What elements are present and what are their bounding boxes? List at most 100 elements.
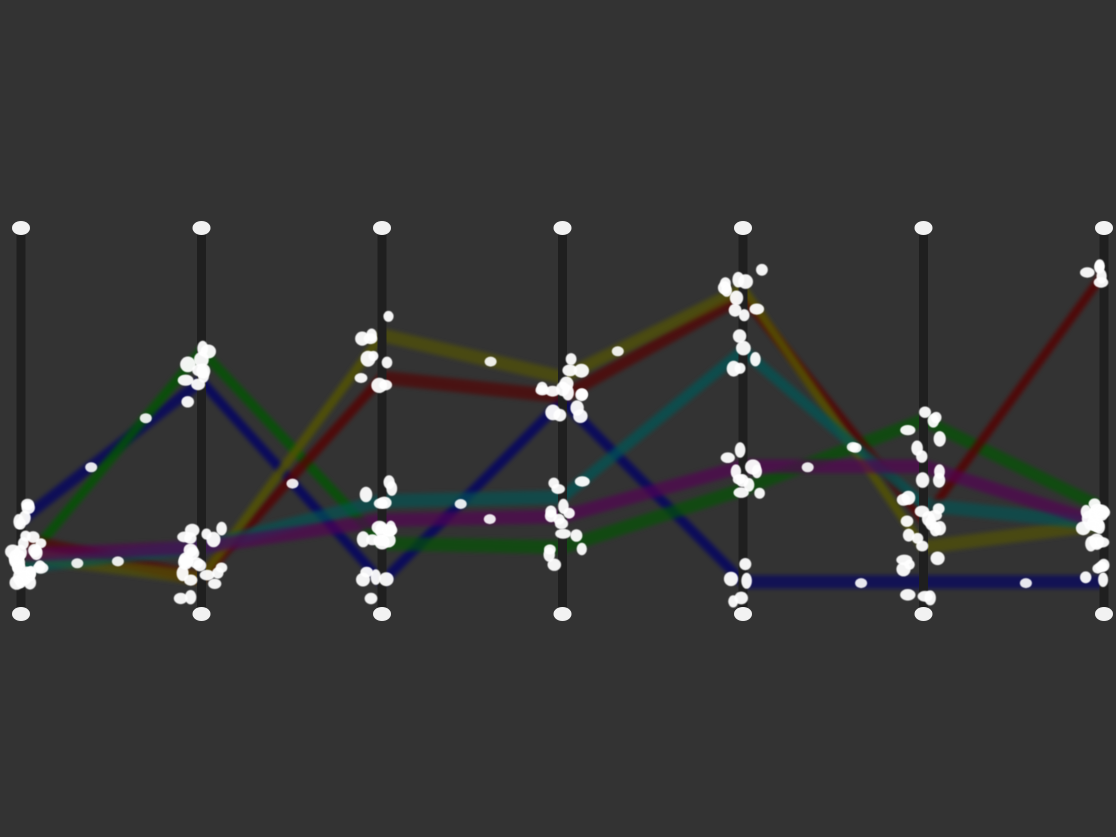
data-point xyxy=(743,478,755,492)
data-point xyxy=(756,263,768,276)
data-point xyxy=(356,572,370,587)
data-point xyxy=(373,535,389,546)
data-point xyxy=(356,531,370,548)
data-point xyxy=(927,510,943,521)
data-point xyxy=(547,558,562,571)
data-point xyxy=(201,528,212,540)
data-point xyxy=(1095,537,1110,548)
data-point xyxy=(184,590,197,605)
data-point xyxy=(900,515,914,527)
data-point xyxy=(738,274,753,289)
data-point xyxy=(900,425,916,436)
data-point xyxy=(565,353,577,366)
data-point xyxy=(732,329,747,343)
data-point xyxy=(611,346,624,357)
data-point xyxy=(911,440,923,456)
data-point xyxy=(917,590,933,602)
data-point xyxy=(85,462,98,473)
data-point xyxy=(741,572,752,589)
data-point xyxy=(915,472,930,488)
data-point xyxy=(1080,571,1092,584)
data-point xyxy=(381,524,398,537)
data-point xyxy=(576,542,587,556)
data-point xyxy=(111,556,124,567)
axis-3-top-handle[interactable] xyxy=(373,221,391,235)
data-point xyxy=(738,309,750,322)
data-point xyxy=(750,352,761,367)
data-point xyxy=(379,572,394,587)
data-point xyxy=(383,475,395,490)
data-point xyxy=(14,544,27,561)
data-point xyxy=(729,290,744,306)
data-point xyxy=(536,381,548,394)
data-point xyxy=(1098,572,1109,587)
data-point xyxy=(728,303,742,317)
data-point xyxy=(736,340,751,356)
data-point xyxy=(723,571,739,587)
data-point xyxy=(934,464,945,479)
data-point xyxy=(9,575,24,590)
data-point xyxy=(184,574,198,586)
data-point xyxy=(377,496,392,509)
data-point xyxy=(801,462,814,473)
axis-2-top-handle[interactable] xyxy=(192,221,211,235)
data-point xyxy=(734,591,748,605)
data-point xyxy=(754,487,765,499)
data-point xyxy=(554,518,569,530)
data-point xyxy=(177,374,194,386)
data-point xyxy=(573,363,590,378)
axis-1-bottom-handle[interactable] xyxy=(12,607,30,621)
axis-2-bottom-handle[interactable] xyxy=(192,607,211,621)
axis-7-top-handle[interactable] xyxy=(1095,221,1113,235)
data-point xyxy=(368,350,379,362)
data-point xyxy=(30,545,43,561)
data-point xyxy=(849,442,862,453)
data-point xyxy=(180,356,196,373)
data-point xyxy=(555,528,571,539)
data-point xyxy=(919,406,931,418)
data-point xyxy=(1080,267,1095,278)
axis-5-top-handle[interactable] xyxy=(734,221,752,235)
data-point xyxy=(855,578,868,589)
data-point xyxy=(1075,521,1091,536)
axis-5-bottom-handle[interactable] xyxy=(734,607,752,621)
data-point xyxy=(545,505,557,518)
data-point xyxy=(558,498,569,514)
data-point xyxy=(173,592,188,605)
axis-3-bottom-handle[interactable] xyxy=(373,607,391,621)
data-point xyxy=(745,459,761,475)
data-point xyxy=(381,356,393,369)
data-point xyxy=(139,413,152,424)
data-point xyxy=(71,558,84,569)
data-point xyxy=(900,589,916,601)
data-point xyxy=(199,569,215,581)
data-point xyxy=(21,501,35,515)
data-point xyxy=(734,442,746,458)
data-point xyxy=(286,478,299,489)
data-point xyxy=(574,476,590,487)
data-point xyxy=(930,411,942,424)
axis-7-bottom-handle[interactable] xyxy=(1095,607,1113,621)
data-point xyxy=(576,388,588,400)
data-point xyxy=(570,529,583,542)
data-point xyxy=(355,331,370,346)
data-point xyxy=(733,487,749,498)
data-point xyxy=(720,452,735,464)
axis-6-top-handle[interactable] xyxy=(914,221,933,235)
data-point xyxy=(556,381,570,397)
handles-layer xyxy=(12,221,1113,621)
data-point xyxy=(25,565,36,581)
data-point xyxy=(208,578,222,589)
data-point xyxy=(216,521,227,536)
data-point xyxy=(1019,578,1032,589)
data-point xyxy=(545,404,561,421)
axis-6-bottom-handle[interactable] xyxy=(914,607,933,621)
axis-4-bottom-handle[interactable] xyxy=(553,607,572,621)
axis-1-top-handle[interactable] xyxy=(12,221,30,235)
data-point xyxy=(484,356,497,367)
data-point xyxy=(371,377,388,393)
axis-4-top-handle[interactable] xyxy=(553,221,572,235)
data-point xyxy=(896,554,913,566)
data-point xyxy=(732,474,746,485)
